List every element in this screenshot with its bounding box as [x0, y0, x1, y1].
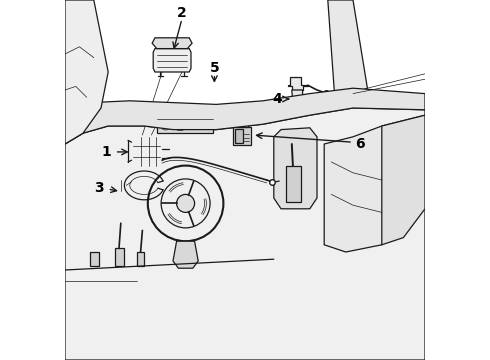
- Bar: [116, 248, 124, 266]
- Bar: [162, 147, 170, 161]
- Polygon shape: [153, 49, 191, 72]
- Polygon shape: [65, 108, 425, 360]
- Text: 5: 5: [210, 62, 220, 75]
- Polygon shape: [324, 115, 425, 252]
- Circle shape: [176, 194, 195, 212]
- Bar: [137, 252, 144, 266]
- Bar: [157, 113, 213, 133]
- Bar: [90, 252, 99, 266]
- Polygon shape: [65, 88, 425, 144]
- Text: 1: 1: [101, 145, 111, 159]
- Bar: [237, 122, 247, 127]
- Polygon shape: [152, 38, 192, 49]
- Text: 4: 4: [272, 92, 282, 106]
- Polygon shape: [292, 90, 303, 115]
- Bar: [286, 166, 301, 202]
- Polygon shape: [65, 0, 108, 144]
- Polygon shape: [274, 128, 317, 209]
- Polygon shape: [288, 77, 308, 90]
- Text: 2: 2: [177, 6, 187, 19]
- Bar: [235, 129, 243, 143]
- Polygon shape: [382, 115, 425, 245]
- Bar: [119, 178, 128, 193]
- Polygon shape: [173, 241, 198, 268]
- Text: 6: 6: [355, 137, 365, 151]
- Polygon shape: [328, 0, 368, 101]
- Bar: [132, 135, 162, 167]
- Text: 3: 3: [95, 181, 104, 195]
- Bar: [233, 127, 251, 145]
